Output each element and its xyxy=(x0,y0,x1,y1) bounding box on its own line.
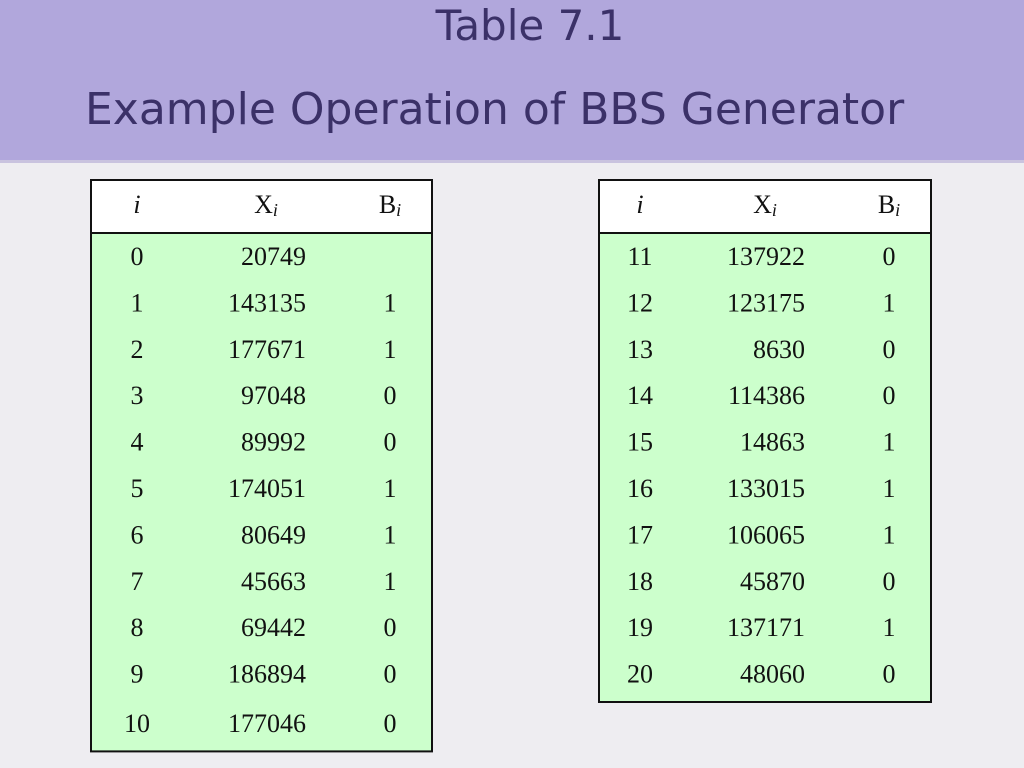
table-cell: 1 xyxy=(384,288,397,317)
table-cell: 143135 xyxy=(228,288,306,317)
table-cell: 0 xyxy=(384,613,397,642)
table-cell: 0 xyxy=(883,335,896,364)
header-text: i xyxy=(636,190,643,219)
table-cell: 10 xyxy=(124,709,150,738)
table-cell: 7 xyxy=(131,567,144,596)
table-cell: 174051 xyxy=(228,474,306,503)
table-cell: 1 xyxy=(384,520,397,549)
table-cell: 177046 xyxy=(228,709,306,738)
table-cell: 20 xyxy=(627,660,653,689)
table-cell: 0 xyxy=(384,428,397,457)
table-cell: 0 xyxy=(883,242,896,271)
table-cell: 80649 xyxy=(241,520,306,549)
column-header: Bi xyxy=(878,190,900,220)
band-edge xyxy=(0,160,1024,163)
column-header: i xyxy=(636,190,643,219)
table-cell: 3 xyxy=(131,381,144,410)
table-cell: 13 xyxy=(627,335,653,364)
table-cell: 133015 xyxy=(727,474,805,503)
table-cell: 177671 xyxy=(228,335,306,364)
table-cell: 6 xyxy=(131,520,144,549)
table-cell: 0 xyxy=(384,660,397,689)
table-cell: 16 xyxy=(627,474,653,503)
table-cell: 0 xyxy=(883,381,896,410)
header-text: i xyxy=(133,190,140,219)
column-header: Xi xyxy=(753,190,777,220)
header-subscript: i xyxy=(396,200,401,220)
table-cell: 45870 xyxy=(740,567,805,596)
table-body xyxy=(598,179,932,703)
header-text: X xyxy=(254,190,273,219)
table-cell: 45663 xyxy=(241,567,306,596)
column-header: i xyxy=(133,190,140,219)
table-cell: 1 xyxy=(883,613,896,642)
header-text: X xyxy=(753,190,772,219)
table-cell: 48060 xyxy=(740,660,805,689)
table-cell: 1 xyxy=(883,288,896,317)
header-text: B xyxy=(878,190,895,219)
table-cell: 0 xyxy=(384,709,397,738)
table-cell: 1 xyxy=(883,474,896,503)
header-subscript: i xyxy=(273,200,278,220)
table-cell: 137922 xyxy=(727,242,805,271)
table-cell: 1 xyxy=(384,335,397,364)
table-cell: 17 xyxy=(627,520,653,549)
column-header: Bi xyxy=(379,190,401,220)
table-cell: 1 xyxy=(883,428,896,457)
table-cell: 0 xyxy=(883,660,896,689)
header-text: B xyxy=(379,190,396,219)
table-cell: 12 xyxy=(627,288,653,317)
table-cell: 15 xyxy=(627,428,653,457)
table-cell: 1 xyxy=(883,520,896,549)
table-cell: 106065 xyxy=(727,520,805,549)
table-header-bg xyxy=(92,181,431,233)
column-header: Xi xyxy=(254,190,278,220)
table-cell: 11 xyxy=(627,242,652,271)
table-cell: 4 xyxy=(131,428,144,457)
table-cell: 8 xyxy=(131,613,144,642)
table-cell: 1 xyxy=(384,567,397,596)
table-cell: 14 xyxy=(627,381,653,410)
table-cell: 8630 xyxy=(753,335,805,364)
table-cell: 186894 xyxy=(228,660,306,689)
title: Table 7.1 xyxy=(435,1,625,50)
table-cell: 137171 xyxy=(727,613,805,642)
table-cell: 19 xyxy=(627,613,653,642)
table-cell: 69442 xyxy=(241,613,306,642)
table-header-bg xyxy=(600,181,930,233)
table-cell: 1 xyxy=(131,288,144,317)
table-cell: 0 xyxy=(131,242,144,271)
table-cell: 97048 xyxy=(241,381,306,410)
table-cell: 0 xyxy=(384,381,397,410)
table-cell: 0 xyxy=(883,567,896,596)
table-cell: 5 xyxy=(131,474,144,503)
table-cell: 14863 xyxy=(740,428,805,457)
table-cell: 1 xyxy=(384,474,397,503)
table-cell: 2 xyxy=(131,335,144,364)
table-cell: 9 xyxy=(131,660,144,689)
title-band xyxy=(0,0,1024,162)
subtitle: Example Operation of BBS Generator xyxy=(85,84,905,135)
table-cell: 114386 xyxy=(728,381,805,410)
table-cell: 89992 xyxy=(241,428,306,457)
table-cell: 123175 xyxy=(727,288,805,317)
table-body xyxy=(90,179,433,753)
header-subscript: i xyxy=(772,200,777,220)
table-cell: 20749 xyxy=(241,242,306,271)
table-cell: 18 xyxy=(627,567,653,596)
header-subscript: i xyxy=(895,200,900,220)
